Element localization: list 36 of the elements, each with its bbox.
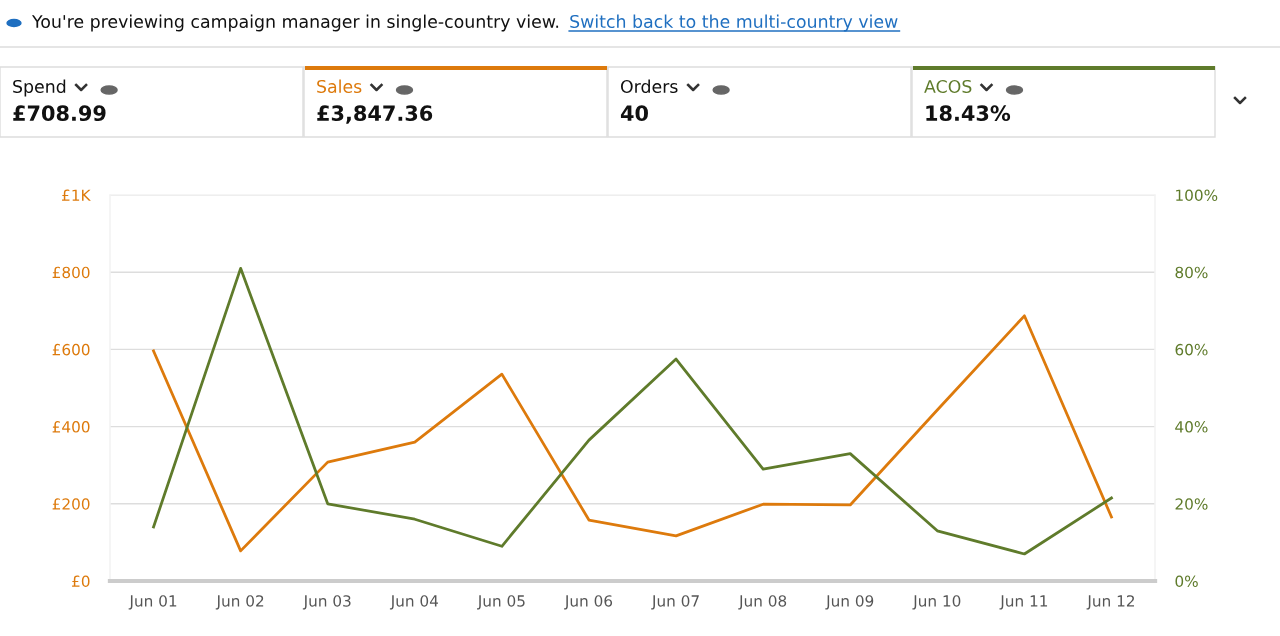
y-tick-label: £800: [52, 266, 90, 279]
y2-tick-label: 100%: [1176, 189, 1218, 202]
x-tick-label: Jun 02: [215, 595, 264, 610]
line-series: [152, 266, 1113, 556]
text: ACOS: [924, 79, 972, 94]
x-tick-label: Jun 01: [128, 595, 177, 610]
x-tick-label: Jun 03: [302, 595, 351, 610]
y-tick-label: £1K: [62, 189, 91, 201]
text: 40: [620, 105, 648, 122]
y-tick-label: £200: [52, 498, 90, 510]
x-tick-label: Jun 08: [738, 595, 787, 610]
y-tick-label: £600: [52, 343, 90, 356]
y-tick-label: £0: [72, 575, 90, 588]
x-tick-label: Jun 09: [825, 595, 874, 610]
text: £708.99: [13, 105, 106, 122]
x-tick-label: Jun 07: [651, 595, 699, 610]
x-tick-label: Jun 06: [564, 595, 613, 610]
y2-tick-label: 40%: [1175, 421, 1208, 433]
x-tick-label: Jun 11: [999, 595, 1048, 610]
y2-tick-label: 0%: [1175, 575, 1198, 588]
text: You're previewing campaign manager in single-country view.: [31, 14, 559, 32]
text: 18.43%: [926, 105, 1011, 122]
text: Switch back to the multi-country view: [570, 14, 898, 32]
x-tick-label: Jun 04: [389, 595, 439, 610]
x-tick-label: Jun 10: [912, 595, 961, 610]
x-tick-label: Jun 12: [1086, 595, 1135, 610]
text: Orders: [620, 79, 678, 94]
text: £3,847.36: [317, 105, 433, 124]
text: Sales: [317, 79, 362, 94]
text: Spend: [13, 79, 66, 97]
y2-tick-label: 60%: [1175, 343, 1208, 356]
y-tick-label: £400: [52, 421, 90, 433]
y2-tick-label: 80%: [1175, 266, 1208, 279]
y2-tick-label: 20%: [1175, 498, 1208, 510]
line-series: [152, 314, 1113, 553]
x-tick-label: Jun 05: [477, 595, 525, 610]
